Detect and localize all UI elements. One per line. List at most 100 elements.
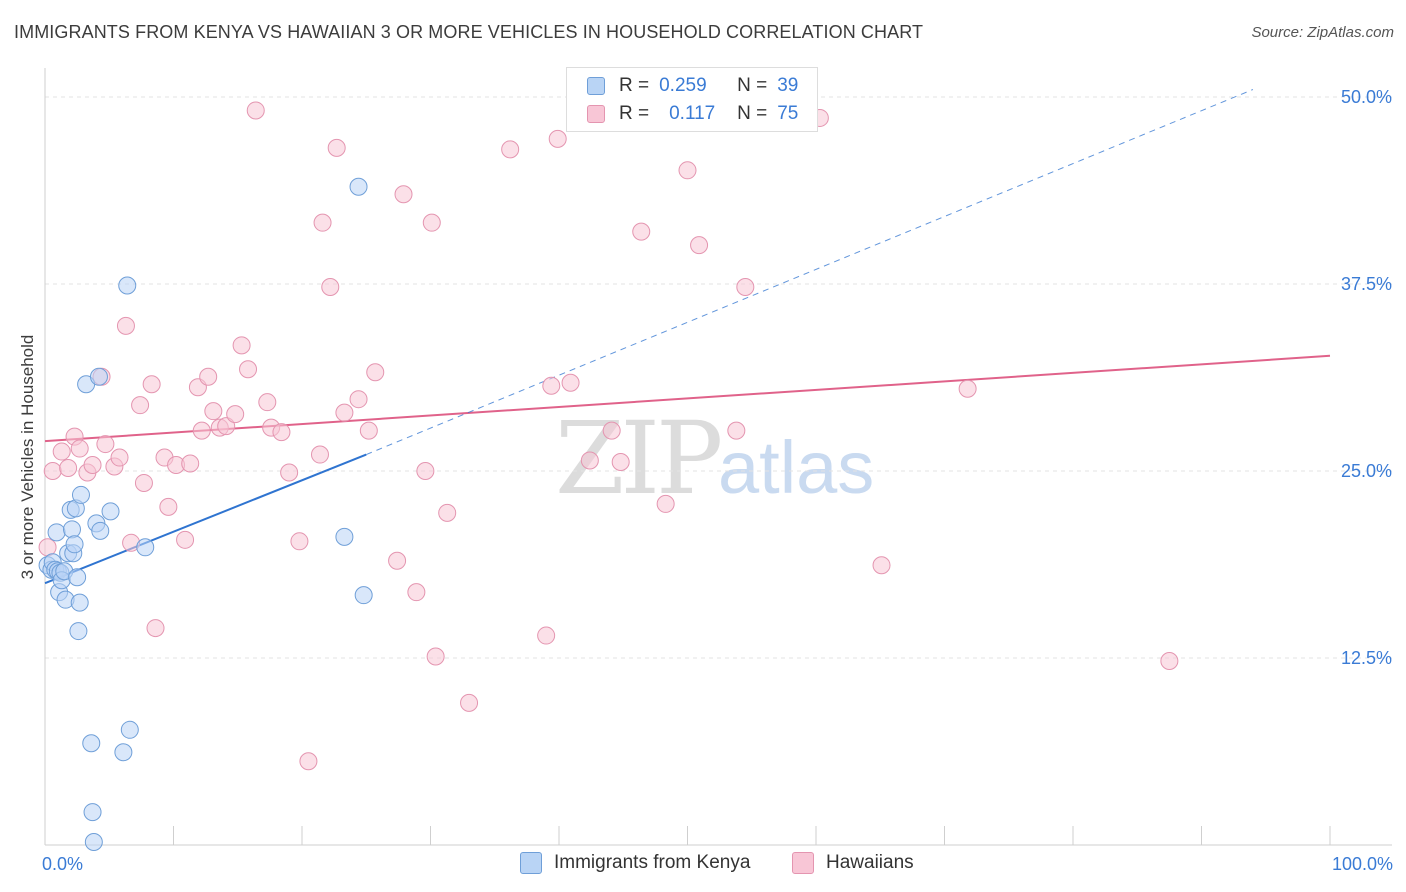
trend-line-kenya-extrapolated <box>366 89 1254 456</box>
point-hawaiians <box>872 556 891 575</box>
point-hawaiians <box>736 277 755 296</box>
point-hawaiians <box>678 161 697 180</box>
tick-label-layer: 12.5% 25.0% 37.5% 50.0% 0.0% 100.0% <box>42 87 1393 874</box>
point-hawaiians <box>542 376 561 395</box>
legend-r-value-hawaiians: 0.117 <box>669 103 716 124</box>
bottom-legend-swatch-hawaiians <box>792 852 814 874</box>
point-kenya <box>70 593 89 612</box>
legend-n-value-hawaiians: 75 <box>777 103 799 124</box>
point-kenya <box>136 538 155 557</box>
point-kenya <box>65 535 84 554</box>
legend-r-value-kenya: 0.259 <box>659 75 707 96</box>
bottom-legend-label-kenya: Immigrants from Kenya <box>554 852 751 873</box>
point-hawaiians <box>70 439 89 458</box>
point-hawaiians <box>611 453 630 472</box>
point-hawaiians <box>131 396 150 415</box>
point-hawaiians <box>142 375 161 394</box>
point-kenya <box>84 833 103 852</box>
point-hawaiians <box>246 101 265 120</box>
point-hawaiians <box>366 363 385 382</box>
trend-line-kenya <box>44 453 367 585</box>
point-hawaiians <box>96 435 115 454</box>
legend-n-value-kenya: 39 <box>777 75 799 96</box>
point-kenya <box>68 568 87 587</box>
point-hawaiians <box>394 185 413 204</box>
x-tick-label: 100.0% <box>1332 854 1393 874</box>
point-hawaiians <box>349 390 368 409</box>
point-hawaiians <box>232 336 251 355</box>
y-tick-label: 50.0% <box>1341 87 1392 107</box>
points-layer <box>38 101 1179 852</box>
point-kenya <box>91 521 110 540</box>
point-hawaiians <box>561 373 580 392</box>
point-hawaiians <box>52 442 71 461</box>
point-kenya <box>349 177 368 196</box>
point-hawaiians <box>422 213 441 232</box>
point-kenya <box>335 527 354 546</box>
bottom-legend-swatch-kenya <box>520 852 542 874</box>
correlation-legend: R = 0.259 N = 39 R = 0.117 N = 75 <box>566 67 818 132</box>
point-kenya <box>120 720 139 739</box>
point-hawaiians <box>239 360 258 379</box>
trend-line-hawaiians <box>44 354 1331 443</box>
legend-n-label: N = <box>737 103 768 124</box>
point-kenya <box>354 586 373 605</box>
axis-layer <box>44 68 1392 846</box>
point-hawaiians <box>181 454 200 473</box>
legend-r-label: R = <box>619 75 650 96</box>
trend-layer <box>44 89 1331 585</box>
point-hawaiians <box>580 451 599 470</box>
point-kenya <box>82 734 101 753</box>
point-kenya <box>71 485 90 504</box>
point-hawaiians <box>1160 651 1179 670</box>
x-tick-label: 0.0% <box>42 854 83 874</box>
point-hawaiians <box>632 222 651 241</box>
point-hawaiians <box>958 379 977 398</box>
point-kenya <box>69 622 88 641</box>
point-hawaiians <box>656 494 675 513</box>
bottom-legend-kenya: Immigrants from Kenya <box>520 852 750 874</box>
point-kenya <box>89 367 108 386</box>
point-hawaiians <box>537 626 556 645</box>
bottom-legend-label-hawaiians: Hawaiians <box>826 852 914 873</box>
point-hawaiians <box>199 367 218 386</box>
point-kenya <box>83 803 102 822</box>
point-hawaiians <box>690 236 709 255</box>
point-hawaiians <box>407 583 426 602</box>
point-hawaiians <box>727 421 746 440</box>
point-hawaiians <box>116 316 135 335</box>
y-tick-label: 12.5% <box>1341 648 1392 668</box>
point-hawaiians <box>43 462 62 480</box>
point-hawaiians <box>134 473 153 492</box>
point-hawaiians <box>327 138 346 157</box>
point-kenya <box>114 743 133 762</box>
point-hawaiians <box>217 417 236 436</box>
point-hawaiians <box>110 448 129 467</box>
y-tick-label: 25.0% <box>1341 461 1392 481</box>
y-tick-label: 37.5% <box>1341 274 1392 294</box>
point-hawaiians <box>460 693 479 712</box>
point-hawaiians <box>313 213 332 232</box>
watermark-atlas: atlas <box>718 426 875 509</box>
point-hawaiians <box>176 530 195 549</box>
point-hawaiians <box>204 402 223 421</box>
point-hawaiians <box>359 421 378 440</box>
point-hawaiians <box>280 463 299 482</box>
point-hawaiians <box>146 619 165 638</box>
legend-r-label: R = <box>619 103 650 124</box>
point-kenya <box>118 276 137 295</box>
point-hawaiians <box>321 277 340 296</box>
point-kenya <box>62 520 81 539</box>
chart-title: IMMIGRANTS FROM KENYA VS HAWAIIAN 3 OR M… <box>14 22 924 42</box>
point-hawaiians <box>426 647 445 666</box>
point-hawaiians <box>438 503 457 522</box>
legend-row-kenya: R = 0.259 N = 39 <box>587 74 798 98</box>
point-hawaiians <box>388 551 407 570</box>
y-axis-label: 3 or more Vehicles in Household <box>18 334 37 580</box>
point-hawaiians <box>59 459 78 478</box>
point-hawaiians <box>258 393 277 412</box>
legend-swatch-kenya <box>587 77 605 95</box>
point-hawaiians <box>290 532 309 551</box>
legend-swatch-hawaiians <box>587 105 605 123</box>
point-hawaiians <box>299 752 318 771</box>
